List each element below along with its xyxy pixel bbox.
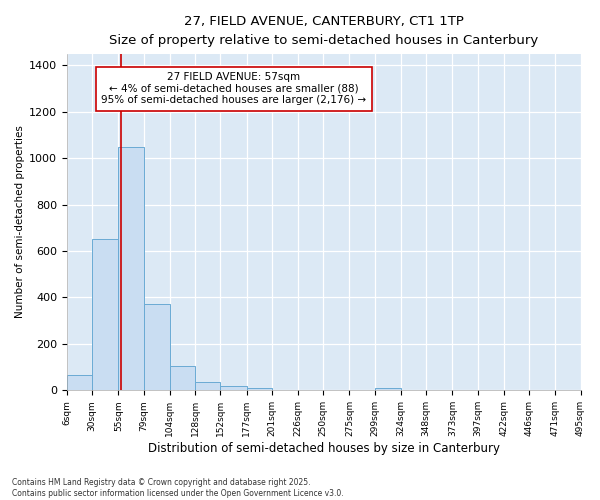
Text: 27 FIELD AVENUE: 57sqm
← 4% of semi-detached houses are smaller (88)
95% of semi: 27 FIELD AVENUE: 57sqm ← 4% of semi-deta… [101, 72, 367, 106]
X-axis label: Distribution of semi-detached houses by size in Canterbury: Distribution of semi-detached houses by … [148, 442, 500, 455]
Bar [118, 146, 143, 390]
Bar [374, 388, 401, 390]
Bar [92, 240, 118, 390]
Bar [143, 304, 170, 390]
Text: Contains HM Land Registry data © Crown copyright and database right 2025.
Contai: Contains HM Land Registry data © Crown c… [12, 478, 344, 498]
Bar [67, 376, 92, 390]
Title: 27, FIELD AVENUE, CANTERBURY, CT1 1TP
Size of property relative to semi-detached: 27, FIELD AVENUE, CANTERBURY, CT1 1TP Si… [109, 15, 538, 47]
Bar [220, 386, 247, 390]
Bar [195, 382, 220, 390]
Y-axis label: Number of semi-detached properties: Number of semi-detached properties [15, 126, 25, 318]
Bar [170, 366, 195, 390]
Bar [247, 388, 272, 390]
